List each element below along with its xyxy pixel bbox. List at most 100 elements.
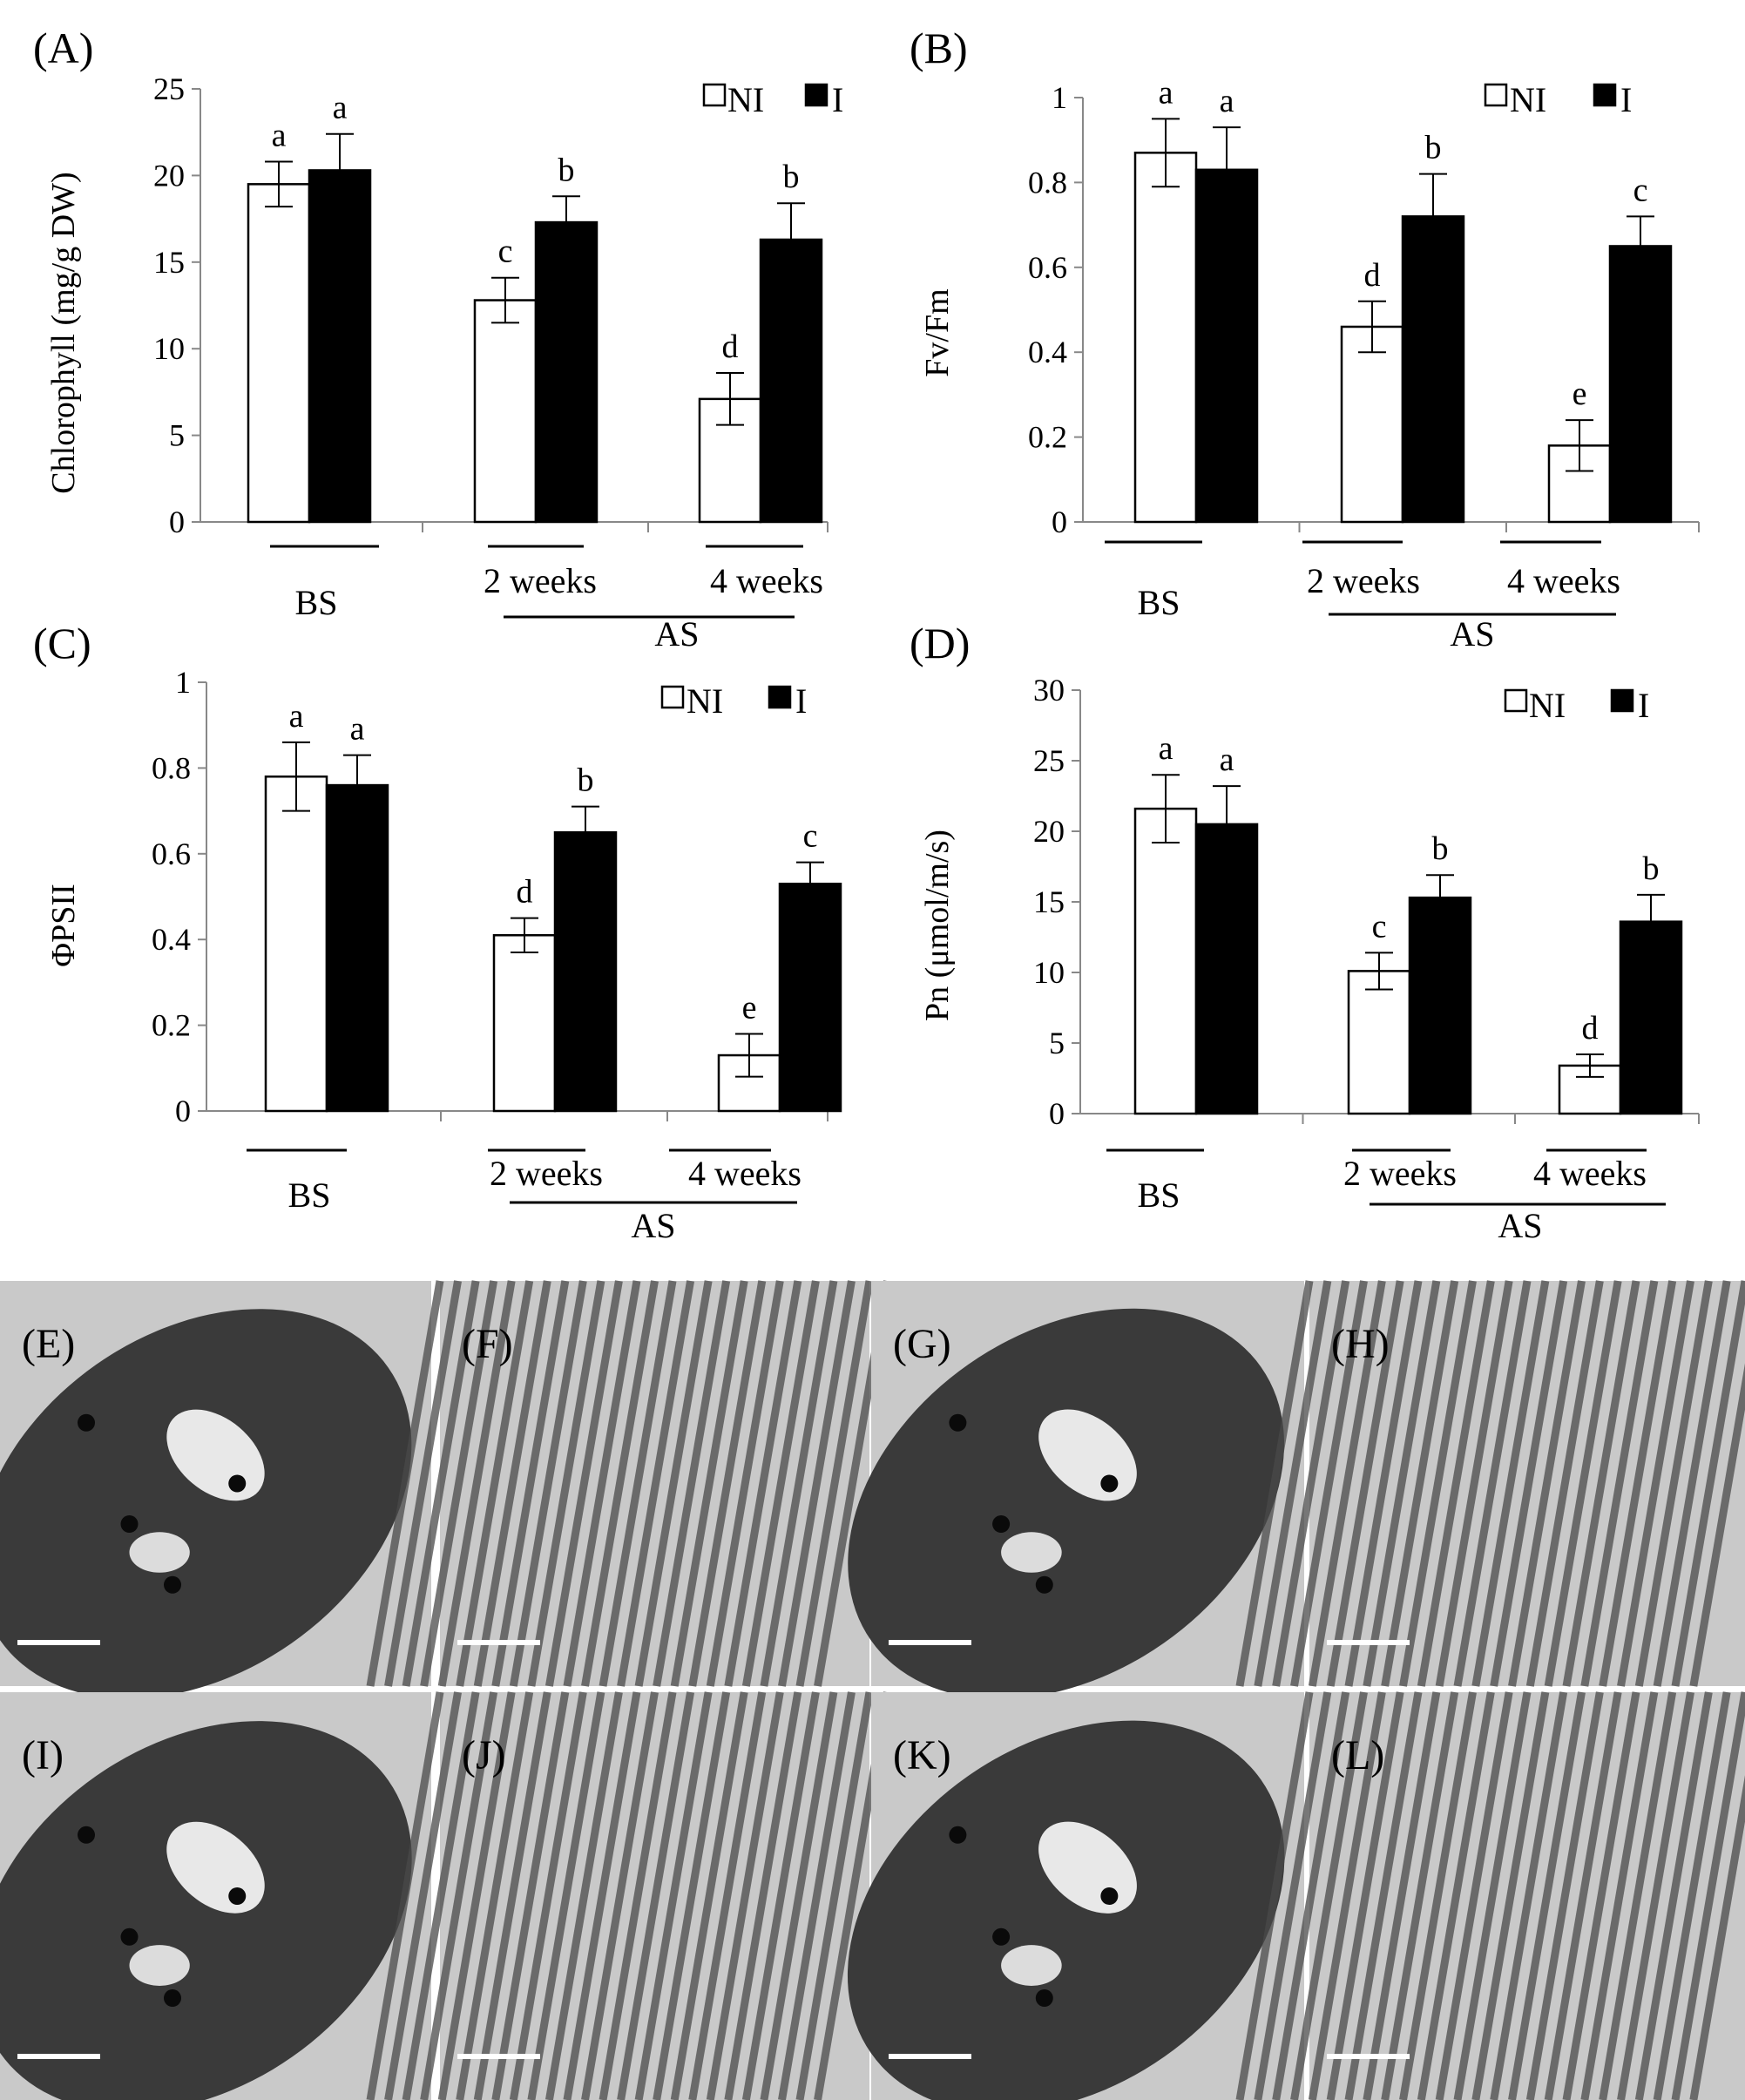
micrograph-label: (F) xyxy=(462,1321,513,1367)
x-tick-label: 2 weeks xyxy=(484,561,597,600)
bar-ni xyxy=(473,299,538,524)
panel-label: (C) xyxy=(33,619,91,667)
panel-label: (B) xyxy=(910,24,968,72)
plastoglobule xyxy=(120,1515,139,1533)
y-tick-label: 15 xyxy=(1033,884,1065,919)
plastoglobule xyxy=(1035,1575,1053,1594)
micrograph-label: (L) xyxy=(1331,1732,1384,1778)
significance-letter: d xyxy=(517,874,533,911)
significance-letter: c xyxy=(1372,908,1387,945)
legend-swatch-ni xyxy=(702,83,727,107)
error-bar xyxy=(491,276,519,324)
x-tick-label: 4 weeks xyxy=(1507,561,1620,600)
x-tick-label: 4 weeks xyxy=(1533,1154,1647,1193)
significance-letter: a xyxy=(1159,74,1173,111)
y-tick-label: 20 xyxy=(153,158,185,193)
error-bar xyxy=(1358,300,1386,354)
x-tick-label: 2 weeks xyxy=(1307,561,1420,600)
panel-label: (A) xyxy=(33,24,93,72)
plastoglobule xyxy=(949,1826,967,1844)
chloroplast-body xyxy=(0,1309,412,1699)
y-tick-label: 25 xyxy=(1033,743,1065,778)
chart-c: (C) ΦPSII 0 0.2 0.4 0.6 0.8 1 a d e a b c BS 2 weeks 4 w… xyxy=(33,619,842,1245)
bar-i xyxy=(1401,215,1465,524)
error-bar xyxy=(511,917,538,953)
bar-i xyxy=(1194,168,1259,524)
plastoglobule xyxy=(1100,1474,1119,1493)
error-bar xyxy=(1152,118,1180,188)
legend-swatch-ni xyxy=(1484,83,1508,107)
micrograph-l: (L) xyxy=(1235,1691,1745,2100)
micrograph-k: (K) xyxy=(847,1692,1304,2100)
y-tick-label: 0.6 xyxy=(152,837,191,871)
y-axis-label: Pn (μmol/m/s) xyxy=(919,830,956,1021)
bar-ni xyxy=(1347,970,1411,1115)
error-bar xyxy=(326,132,354,208)
legend: NI I xyxy=(1484,80,1632,119)
micrograph-label: (E) xyxy=(22,1321,75,1367)
legend-label-i: I xyxy=(832,80,843,119)
legend-swatch-ni xyxy=(660,685,685,709)
legend-label-i: I xyxy=(1638,686,1649,725)
bar-ni xyxy=(1133,807,1198,1115)
bar-ni xyxy=(1340,325,1404,524)
bar-ni xyxy=(247,183,311,524)
tem-micrographs: (E) (F) (G) (H) (I) (J) (K) (L) xyxy=(0,1280,1745,2100)
legend-swatch-i xyxy=(768,685,792,709)
y-tick-label: 10 xyxy=(1033,955,1065,990)
error-bar xyxy=(735,1033,763,1078)
significance-letter: b xyxy=(1432,830,1449,867)
y-tick-label: 0.4 xyxy=(1028,335,1067,369)
bar-ni xyxy=(1133,152,1198,524)
y-tick-label: 0 xyxy=(169,505,185,539)
significance-letter: b xyxy=(578,762,594,799)
x-tick-label: BS xyxy=(1138,1175,1180,1215)
thylakoid-stacks xyxy=(1235,1280,1745,1687)
significance-letter: b xyxy=(1425,130,1442,166)
plastoglobule xyxy=(228,1887,247,1905)
significance-letter: b xyxy=(783,159,800,195)
group-label: AS xyxy=(654,614,699,654)
significance-letter: d xyxy=(1364,257,1381,294)
plastoglobule xyxy=(78,1413,95,1432)
plastoglobule xyxy=(992,1927,1011,1946)
bar-i xyxy=(308,169,372,524)
error-bar xyxy=(796,861,824,906)
micrograph-label: (G) xyxy=(893,1321,951,1367)
significance-letter: b xyxy=(558,152,575,188)
plastoglobule xyxy=(228,1474,247,1493)
micrograph-label: (H) xyxy=(1331,1321,1390,1367)
legend-label-i: I xyxy=(795,681,807,721)
error-bar xyxy=(552,195,580,249)
bar-i xyxy=(1194,823,1259,1115)
x-tick-label: 4 weeks xyxy=(710,561,823,600)
error-bar xyxy=(282,741,310,812)
y-tick-label: 1 xyxy=(1052,80,1067,115)
significance-letter: d xyxy=(1582,1010,1599,1047)
bar-ni xyxy=(492,934,557,1113)
bar-i xyxy=(1408,896,1472,1115)
legend: NI I xyxy=(660,681,807,721)
legend: NI I xyxy=(702,80,843,119)
chloroplast-body xyxy=(847,1720,1285,2100)
significance-letter: a xyxy=(1159,730,1173,767)
y-tick-label: 0.2 xyxy=(1028,420,1067,455)
x-tick-label: BS xyxy=(295,583,338,622)
bar-i xyxy=(553,830,618,1113)
legend-label-ni: NI xyxy=(1529,686,1566,725)
error-bar xyxy=(1637,893,1665,950)
group-label: AS xyxy=(1498,1206,1542,1245)
significance-letter: d xyxy=(722,329,739,365)
micrograph-i: (I) xyxy=(0,1692,431,2100)
starch-granule xyxy=(1001,1945,1062,1986)
plastoglobule xyxy=(164,1575,181,1594)
group-label: AS xyxy=(631,1206,675,1245)
error-bar xyxy=(572,805,599,859)
significance-letter: e xyxy=(1573,376,1587,412)
bar-i xyxy=(1619,920,1683,1115)
starch-granule xyxy=(1001,1532,1062,1573)
plastoglobule xyxy=(78,1826,95,1844)
error-bar xyxy=(265,160,293,208)
